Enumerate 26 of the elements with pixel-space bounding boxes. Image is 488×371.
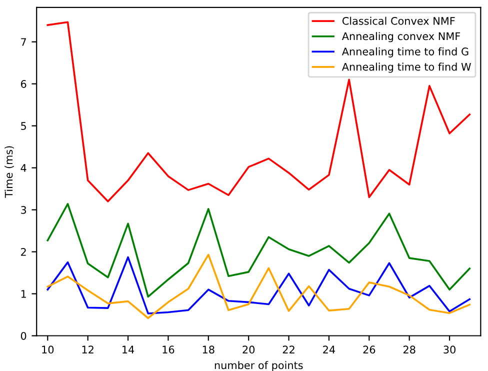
x-tick-label: 14 [122, 346, 134, 354]
x-tick-label: 28 [403, 346, 416, 354]
x-tick-label: 10 [42, 346, 54, 354]
line-series [46, 203, 471, 298]
y-tick-label: 5 [21, 122, 26, 130]
x-tick-label: 30 [444, 346, 456, 354]
x-tick-label: 12 [82, 346, 94, 354]
y-tick-label: 7 [21, 38, 26, 46]
y-tick-label: 2 [21, 248, 26, 256]
x-tick-label: 24 [323, 346, 336, 354]
x-tick-label: 16 [162, 346, 174, 354]
y-tick-label: 1 [21, 290, 26, 298]
x-axis-title: number of points [214, 361, 303, 371]
y-tick-label: 4 [20, 164, 26, 172]
legend-label: Annealing convex NMF [342, 32, 460, 42]
legend-label: Classical Convex NMF [342, 16, 455, 25]
legend-label: Annealing time to find W [342, 62, 471, 73]
y-tick-label: 0 [20, 332, 26, 340]
x-tick-label: 18 [202, 346, 214, 354]
x-tick-label: 26 [363, 346, 376, 354]
x-tick-label: 20 [242, 346, 255, 354]
y-tick-label: 3 [21, 206, 26, 214]
y-axis-title: Time (ms) [4, 146, 14, 198]
x-tick-label: 22 [282, 346, 294, 354]
legend-label: Annealing time to find G [342, 47, 468, 58]
y-tick-label: 6 [20, 80, 26, 88]
